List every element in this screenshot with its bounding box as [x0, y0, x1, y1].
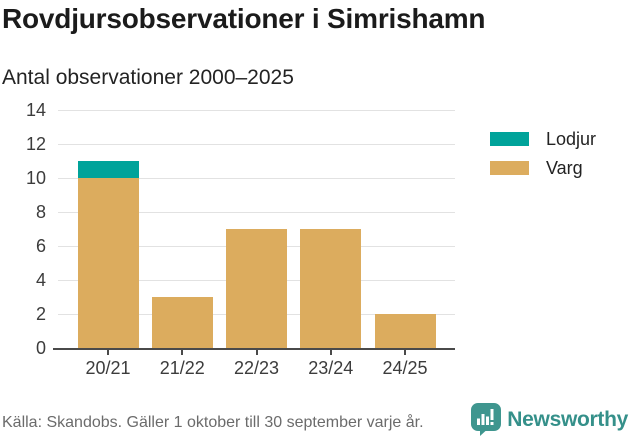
gridline-y10: [58, 178, 455, 179]
y-axis-label-14: 14: [25, 100, 46, 120]
bar-20/21-varg: [77, 178, 139, 348]
x-axis-tick-24-25: [404, 348, 406, 355]
x-axis-label-23-24: 23/24: [308, 358, 354, 378]
legend-swatch-lodjur-icon: [490, 132, 529, 146]
chart-subtitle: Antal observationer 2000–2025: [2, 66, 294, 89]
bar-20/21-lodjur: [77, 161, 139, 178]
x-axis-tick-21-22: [181, 348, 184, 355]
legend-label-lodjur: Lodjur: [546, 129, 597, 149]
bar-22/23-varg: [226, 229, 287, 348]
x-axis-label-22-23: 22/23: [233, 358, 280, 378]
legend-swatch-varg-icon: [490, 161, 529, 175]
y-axis-label-4: 4: [35, 270, 46, 290]
y-axis-label-8: 8: [35, 202, 46, 222]
x-axis-tick-23-24: [329, 348, 332, 355]
y-axis-label-10: 10: [25, 168, 46, 188]
y-axis-label-12: 12: [25, 134, 46, 154]
x-axis-label-21-22: 21/22: [159, 358, 205, 378]
bar-23/24-varg: [300, 229, 362, 348]
bar-24/25-varg: [374, 314, 436, 348]
x-axis-tick-22-23: [255, 348, 258, 355]
x-axis-label-24-25: 24/25: [382, 358, 428, 378]
y-axis-label-0: 0: [35, 338, 46, 358]
gridline-y12: [58, 144, 455, 145]
gridline-y8: [58, 212, 455, 213]
x-axis-label-20-21: 20/21: [85, 358, 131, 378]
legend-item-lodjur: Lodjur: [490, 130, 596, 148]
y-axis-label-6: 6: [35, 236, 46, 256]
chart-title: Rovdjursobservationer i Simrishamn: [2, 3, 486, 34]
source-note: Källa: Skandobs. Gäller 1 oktober till 3…: [2, 414, 424, 431]
legend: Lodjur Varg: [490, 130, 596, 177]
gridline-y14: [58, 110, 455, 111]
legend-item-varg: Varg: [490, 159, 596, 177]
y-axis-label-2: 2: [35, 304, 46, 324]
bar-21/22-varg: [151, 297, 213, 348]
newsworthy-wordmark: Newsworthy: [507, 407, 628, 431]
x-axis-line: [53, 348, 455, 350]
newsworthy-logo-link[interactable]: Newsworthy: [471, 403, 628, 436]
x-axis-tick-20-21: [107, 348, 109, 355]
newsworthy-icon: [471, 403, 502, 436]
legend-label-varg: Varg: [546, 158, 583, 178]
mini-bar-chart-icon: [477, 409, 494, 425]
